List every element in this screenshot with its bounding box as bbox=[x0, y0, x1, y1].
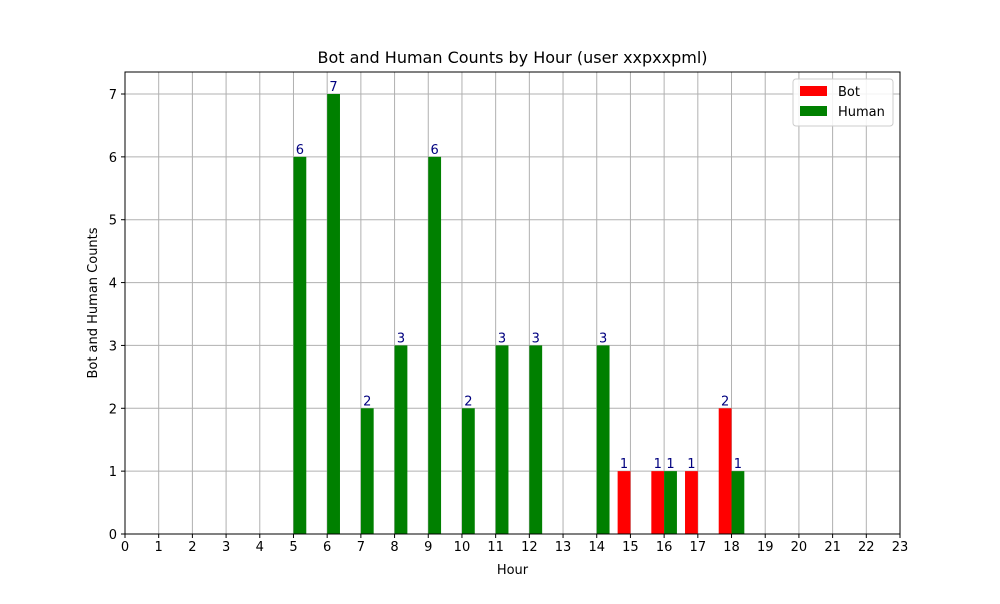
data-label-human: 1 bbox=[734, 457, 742, 472]
bar-human bbox=[529, 345, 543, 534]
legend-label-human: Human bbox=[838, 105, 885, 120]
y-tick-label: 1 bbox=[109, 465, 117, 480]
data-label-human: 1 bbox=[666, 457, 674, 472]
data-label-bot: 1 bbox=[620, 457, 628, 472]
x-tick-label: 0 bbox=[121, 540, 129, 555]
data-label-human: 3 bbox=[532, 331, 540, 346]
bar-human bbox=[360, 408, 374, 534]
y-tick-label: 7 bbox=[109, 88, 117, 103]
data-label-human: 3 bbox=[599, 331, 607, 346]
bar-human bbox=[394, 345, 408, 534]
x-tick-label: 22 bbox=[858, 540, 875, 555]
data-label-human: 3 bbox=[397, 331, 405, 346]
data-label-human: 2 bbox=[363, 394, 371, 409]
x-tick-label: 7 bbox=[357, 540, 365, 555]
y-tick-label: 3 bbox=[109, 339, 117, 354]
bar-human bbox=[731, 471, 745, 534]
bar-human bbox=[293, 156, 307, 534]
bar-bot bbox=[651, 471, 665, 534]
x-tick-label: 12 bbox=[521, 540, 538, 555]
axis-ticks: 0 1 2 3 4 5 6 7 8 9 10 11 12 13 14 15 16 17 18 19 20 21 22 2301… bbox=[109, 88, 909, 555]
data-label-human: 7 bbox=[329, 80, 337, 95]
x-axis-label: Hour bbox=[497, 563, 529, 578]
x-tick-label: 20 bbox=[791, 540, 808, 555]
x-tick-label: 9 bbox=[424, 540, 432, 555]
bar-human bbox=[428, 156, 442, 534]
data-label-bot: 2 bbox=[721, 394, 729, 409]
plot-frame bbox=[124, 71, 901, 535]
bar-human bbox=[327, 94, 340, 534]
x-tick-label: 19 bbox=[757, 540, 774, 555]
x-tick-label: 1 bbox=[155, 540, 163, 555]
x-tick-label: 16 bbox=[656, 540, 673, 555]
legend-swatch-human bbox=[800, 106, 827, 116]
x-tick-label: 18 bbox=[723, 540, 740, 555]
data-label-human: 6 bbox=[296, 143, 304, 158]
data-label-bot: 1 bbox=[654, 457, 662, 472]
x-tick-label: 10 bbox=[454, 540, 471, 555]
x-tick-label: 23 bbox=[892, 540, 909, 555]
chart-title: Bot and Human Counts by Hour (user xxpxx… bbox=[317, 48, 707, 67]
x-tick-label: 6 bbox=[323, 540, 331, 555]
data-label-human: 6 bbox=[431, 143, 439, 158]
x-tick-label: 17 bbox=[690, 540, 707, 555]
bar-bot bbox=[718, 408, 732, 534]
bar-human bbox=[664, 471, 677, 534]
x-tick-label: 4 bbox=[256, 540, 264, 555]
y-axis-label: Bot and Human Counts bbox=[86, 227, 101, 378]
legend: Bot Human bbox=[792, 78, 894, 127]
data-label-human: 2 bbox=[464, 394, 472, 409]
x-tick-label: 14 bbox=[588, 540, 605, 555]
bar-human bbox=[495, 345, 509, 534]
y-tick-label: 6 bbox=[109, 151, 117, 166]
y-tick-label: 5 bbox=[109, 214, 117, 229]
y-tick-label: 0 bbox=[109, 528, 117, 543]
x-tick-label: 11 bbox=[487, 540, 504, 555]
bars bbox=[293, 94, 745, 534]
x-tick-label: 21 bbox=[824, 540, 841, 555]
y-tick-label: 2 bbox=[109, 402, 117, 417]
x-tick-label: 3 bbox=[222, 540, 230, 555]
x-tick-label: 13 bbox=[555, 540, 572, 555]
x-tick-label: 5 bbox=[289, 540, 297, 555]
legend-label-bot: Bot bbox=[838, 85, 860, 100]
x-tick-label: 8 bbox=[390, 540, 398, 555]
data-label-bot: 1 bbox=[687, 457, 695, 472]
y-tick-label: 4 bbox=[109, 277, 117, 292]
legend-swatch-bot bbox=[800, 86, 827, 96]
bar-bot bbox=[617, 471, 631, 534]
bar-bot bbox=[685, 471, 698, 534]
data-label-human: 3 bbox=[498, 331, 506, 346]
bar-human bbox=[461, 408, 475, 534]
bar-human bbox=[596, 345, 610, 534]
x-tick-label: 15 bbox=[622, 540, 639, 555]
x-tick-label: 2 bbox=[188, 540, 196, 555]
